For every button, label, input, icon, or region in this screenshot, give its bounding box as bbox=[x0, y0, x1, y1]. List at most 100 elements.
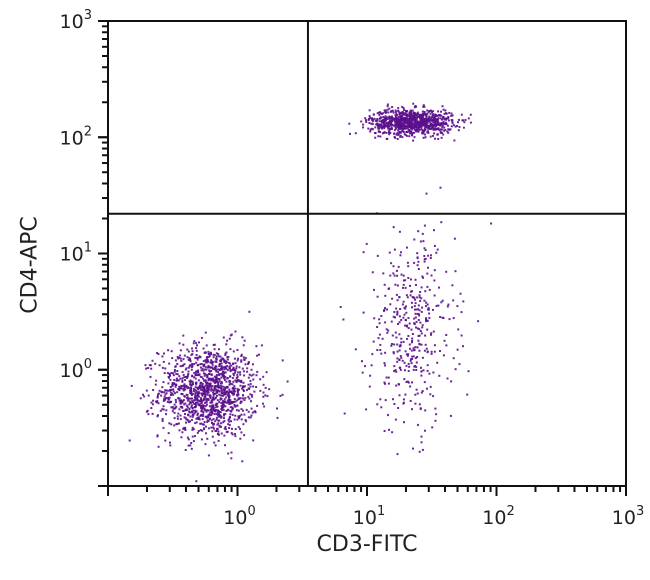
data-point bbox=[238, 380, 241, 383]
data-point bbox=[196, 414, 199, 417]
data-point bbox=[196, 395, 199, 398]
data-point bbox=[268, 388, 271, 391]
data-point bbox=[252, 373, 255, 376]
data-point bbox=[206, 403, 208, 406]
data-point bbox=[415, 388, 418, 391]
data-point bbox=[432, 113, 435, 116]
data-point bbox=[229, 362, 231, 365]
data-point bbox=[173, 379, 176, 381]
data-point bbox=[171, 410, 174, 413]
data-point bbox=[442, 133, 445, 136]
data-point bbox=[405, 115, 408, 118]
data-point bbox=[409, 294, 412, 297]
data-point bbox=[223, 361, 226, 364]
data-point bbox=[215, 418, 218, 421]
data-point bbox=[378, 127, 381, 130]
data-point bbox=[198, 395, 201, 398]
data-point bbox=[377, 337, 380, 340]
data-point bbox=[371, 123, 374, 126]
data-point bbox=[376, 118, 379, 120]
data-point bbox=[380, 124, 383, 127]
data-point bbox=[391, 124, 394, 127]
data-point bbox=[400, 251, 402, 254]
data-point bbox=[201, 415, 204, 417]
data-point bbox=[170, 388, 173, 391]
data-point bbox=[442, 121, 445, 123]
data-point bbox=[433, 229, 435, 232]
data-point bbox=[399, 254, 402, 257]
data-point bbox=[224, 365, 227, 368]
data-point bbox=[202, 377, 205, 380]
data-point bbox=[401, 110, 404, 113]
data-point bbox=[408, 365, 411, 368]
data-point bbox=[220, 385, 223, 387]
data-point bbox=[365, 242, 368, 245]
data-point bbox=[196, 364, 199, 367]
data-point bbox=[382, 272, 385, 275]
data-point bbox=[224, 426, 227, 428]
data-point bbox=[435, 251, 438, 254]
data-point bbox=[152, 399, 155, 402]
data-point bbox=[412, 124, 415, 127]
data-point bbox=[384, 321, 387, 324]
data-point bbox=[188, 386, 191, 389]
data-point bbox=[186, 394, 189, 397]
data-point bbox=[424, 133, 427, 136]
data-point bbox=[409, 358, 412, 361]
data-point bbox=[425, 123, 428, 126]
data-point bbox=[162, 408, 165, 411]
data-point bbox=[424, 136, 427, 139]
data-point bbox=[220, 382, 223, 385]
data-point bbox=[399, 127, 401, 130]
data-point bbox=[150, 401, 153, 404]
data-point bbox=[466, 393, 469, 396]
data-point bbox=[394, 316, 396, 319]
data-point bbox=[241, 460, 244, 463]
data-point bbox=[227, 393, 230, 396]
data-point bbox=[221, 390, 224, 393]
data-point bbox=[209, 384, 212, 386]
data-point bbox=[440, 110, 442, 113]
data-point bbox=[229, 382, 232, 385]
data-point bbox=[249, 379, 252, 382]
data-point bbox=[178, 356, 181, 359]
data-point bbox=[206, 393, 209, 396]
data-point bbox=[233, 385, 236, 388]
data-point bbox=[403, 378, 406, 381]
data-point bbox=[172, 407, 175, 410]
data-point bbox=[435, 413, 438, 416]
data-point bbox=[434, 137, 436, 140]
data-point bbox=[223, 377, 226, 380]
data-point bbox=[232, 390, 235, 392]
data-point bbox=[438, 374, 441, 377]
data-point bbox=[388, 125, 391, 128]
plot-frame bbox=[107, 20, 627, 487]
data-point bbox=[406, 110, 408, 113]
data-point bbox=[408, 115, 411, 118]
data-point bbox=[441, 122, 443, 125]
data-point bbox=[149, 364, 152, 367]
data-point bbox=[223, 368, 226, 371]
data-point bbox=[362, 311, 365, 314]
data-point bbox=[490, 222, 493, 225]
data-point bbox=[371, 271, 374, 274]
data-point bbox=[409, 400, 412, 402]
data-point bbox=[404, 117, 407, 119]
data-point bbox=[227, 401, 230, 404]
data-point bbox=[223, 398, 226, 401]
data-point bbox=[190, 394, 193, 396]
data-point bbox=[231, 383, 234, 386]
data-point bbox=[444, 128, 447, 131]
data-point bbox=[279, 394, 282, 397]
data-point bbox=[241, 387, 244, 390]
data-point bbox=[395, 123, 398, 126]
data-point bbox=[406, 131, 409, 134]
data-point bbox=[209, 411, 212, 414]
data-point bbox=[364, 365, 366, 368]
data-point bbox=[387, 131, 390, 134]
data-point bbox=[405, 119, 408, 122]
data-point bbox=[204, 368, 207, 371]
data-point bbox=[416, 116, 419, 118]
data-point bbox=[240, 355, 243, 357]
data-point bbox=[208, 385, 210, 388]
